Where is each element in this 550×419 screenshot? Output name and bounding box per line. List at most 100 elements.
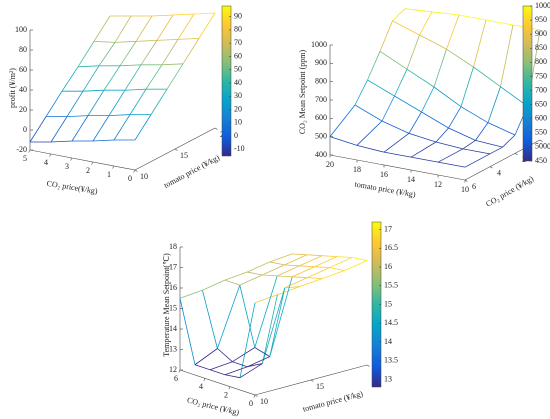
z-tick-label: 18 <box>169 242 177 251</box>
x-axis-label: CO₂ price(¥/kg) <box>46 179 99 196</box>
mesh-segment <box>344 260 368 271</box>
mesh-segment <box>462 148 491 155</box>
mesh-segment <box>269 287 286 357</box>
y-tick-label: 10 <box>140 172 148 181</box>
mesh-segment <box>50 140 73 143</box>
surface-chart: 121314151617180246101520CO₂ price (¥/kg)… <box>162 221 398 417</box>
colorbar-tick-label: 70 <box>234 38 242 47</box>
mesh-segment <box>354 104 383 122</box>
mesh-segment <box>177 38 200 40</box>
mesh-segment <box>108 89 126 116</box>
mesh-segment <box>379 50 408 70</box>
x-tick-label: 3 <box>65 162 69 171</box>
colorbar-tick-label: 600 <box>535 114 547 123</box>
surface-chart: 40050060070080090010001012141618200246to… <box>298 1 550 209</box>
colorbar-tick-label: 15 <box>384 299 392 308</box>
x-tick-label: 1 <box>107 170 111 179</box>
colorbar-tick-label: 90 <box>234 11 242 20</box>
mesh-segment <box>77 65 100 68</box>
colorbar-tick-label: 16.5 <box>384 243 398 252</box>
mesh-segment <box>392 20 420 36</box>
mesh-segment <box>247 363 263 368</box>
colorbar <box>221 5 232 157</box>
x-tick-label: 14 <box>407 175 415 184</box>
x-tick-label: 5 <box>23 154 27 163</box>
mesh-segment <box>224 366 248 376</box>
mesh-segment <box>381 95 395 122</box>
z-tick-label: 800 <box>315 76 327 85</box>
z-axis-label: profit (¥/m²) <box>8 68 17 108</box>
mesh-segment <box>194 364 211 371</box>
mesh-segment <box>108 114 131 116</box>
z-tick-label: 400 <box>315 150 327 159</box>
y-axis-label: tomato price (¥/kg) <box>302 389 364 414</box>
mesh-segment <box>431 11 460 16</box>
mesh-segment <box>284 277 308 289</box>
mesh-segment <box>82 65 100 92</box>
colorbar-tick-label: 20 <box>234 104 242 113</box>
mesh-segment <box>460 66 474 107</box>
x-tick-label: 10 <box>461 185 469 194</box>
mesh-segment <box>247 271 263 276</box>
mesh-segment <box>114 15 132 43</box>
y-tick <box>464 179 468 182</box>
mesh-segment <box>329 267 345 271</box>
mesh-segment <box>448 106 462 129</box>
mesh-segment <box>277 275 293 278</box>
x-axis <box>329 154 466 181</box>
colorbar-tick-label: 900 <box>535 29 547 38</box>
mesh-segment <box>394 95 422 113</box>
y-tick-label: 0 <box>547 142 550 151</box>
colorbar-tick-label: 750 <box>535 71 547 80</box>
mesh-segment <box>421 86 435 113</box>
z-axis-label: CO₂ Mean Setpoint (ppm) <box>298 50 307 135</box>
x-tick-label: 0 <box>249 399 253 408</box>
mesh-segment <box>419 34 447 50</box>
mesh-segment <box>98 42 116 67</box>
x-tick <box>133 169 136 173</box>
mesh-segment <box>151 14 174 17</box>
mesh-segment <box>487 122 516 136</box>
z-tick-label: 80 <box>19 45 27 54</box>
colorbar-tick-label: 950 <box>535 15 547 24</box>
mesh-segment <box>217 348 233 363</box>
z-tick-label: 16 <box>169 283 177 292</box>
z-tick-label: 100 <box>15 25 27 34</box>
x-tick-label: 2 <box>224 390 228 399</box>
mesh-segment <box>224 271 248 281</box>
mesh-segment <box>93 41 116 43</box>
y-tick <box>539 139 543 142</box>
mesh-segment <box>410 141 437 158</box>
y-tick-label: 6 <box>472 182 476 191</box>
x-tick <box>28 149 31 153</box>
y-tick <box>514 153 518 156</box>
mesh-segment <box>354 79 368 106</box>
mesh-segment <box>262 264 285 276</box>
x-tick-label: 6 <box>174 374 178 383</box>
mesh-segment <box>314 256 338 268</box>
mesh-segment <box>383 133 410 153</box>
mesh-segment <box>224 374 241 379</box>
mesh-segment <box>489 146 503 155</box>
mesh-segment <box>166 63 184 90</box>
mesh-segment <box>435 127 449 143</box>
z-tick-label: 12 <box>169 365 177 374</box>
mesh-segment <box>284 264 300 267</box>
mesh-segment <box>437 161 466 168</box>
colorbar-tick-label: 40 <box>234 78 242 87</box>
mesh-segment <box>71 115 89 142</box>
x-tick <box>178 369 181 373</box>
z-tick-label: 20 <box>19 105 27 114</box>
mesh-segment <box>239 363 263 379</box>
mesh-segment <box>124 88 147 91</box>
mesh-segment <box>179 289 203 299</box>
x-tick <box>228 386 231 390</box>
mesh-segment <box>45 90 63 117</box>
mesh-segment <box>433 86 462 107</box>
x-tick-label: 20 <box>326 160 334 169</box>
mesh-segment <box>134 114 152 141</box>
colorbar-tick-label: 1000 <box>535 1 550 10</box>
mesh-segment <box>92 139 115 142</box>
mesh-segment <box>119 64 142 67</box>
mesh-segment <box>336 256 353 258</box>
